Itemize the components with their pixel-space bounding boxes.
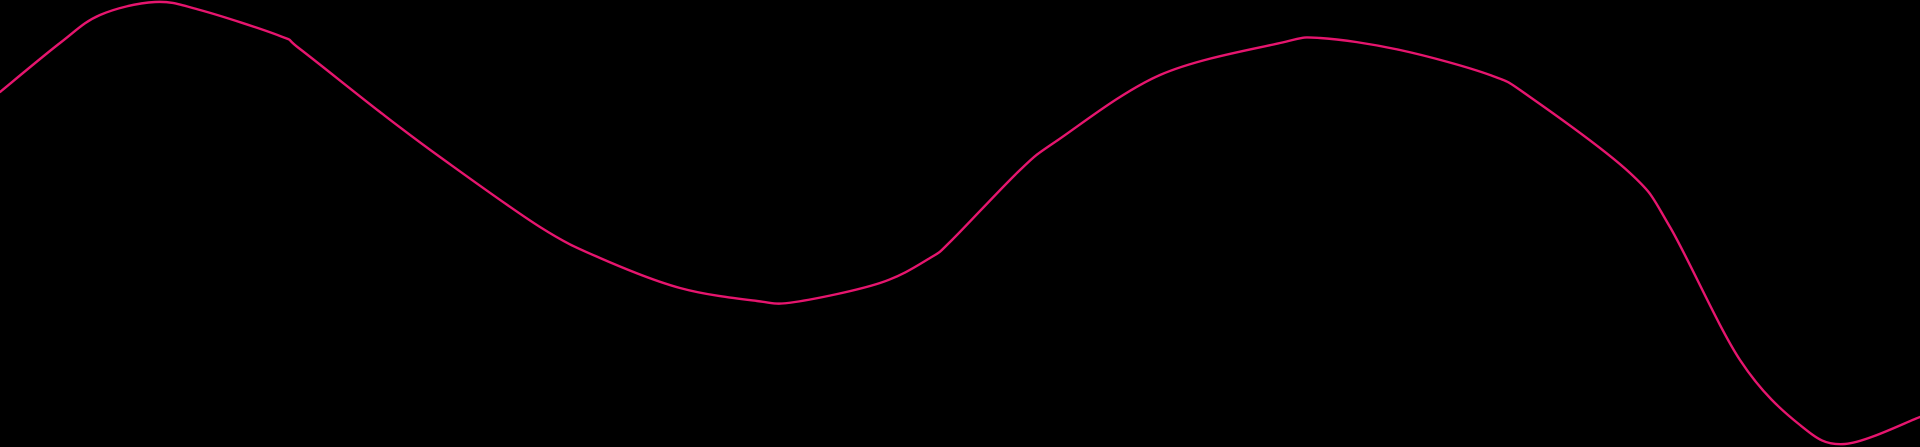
curve-line bbox=[0, 0, 1920, 446]
chart-background bbox=[0, 0, 1920, 447]
line-chart-canvas bbox=[0, 0, 1920, 447]
chart-area bbox=[0, 0, 1920, 447]
